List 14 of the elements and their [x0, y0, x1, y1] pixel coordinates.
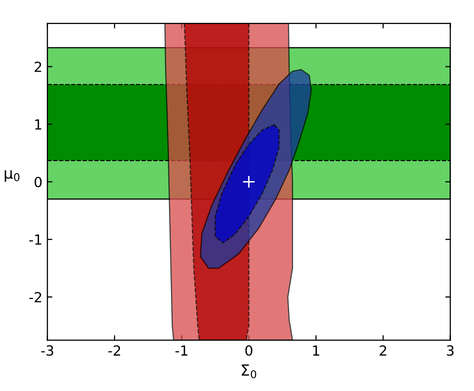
x-tick-label: 2 [380, 345, 386, 356]
x-tick-label: -1 [175, 345, 188, 356]
x-tick-label: 3 [446, 345, 454, 356]
x-tick-label: -3 [41, 345, 54, 356]
x-axis-title: Σ$_{0}$ [242, 364, 256, 378]
x-tick-label: -2 [108, 345, 120, 356]
x-tick-label: 0 [245, 345, 252, 356]
y-tick-label: -2 [29, 292, 42, 302]
y-tick-label: 1 [35, 119, 42, 130]
y-tick-label: 0 [34, 176, 42, 188]
y-tick-label: -1 [29, 234, 42, 245]
y-axis-title: μ$_{0}$ [4, 170, 20, 182]
y-tick-label: 2 [34, 62, 42, 72]
x-tick-label: 1 [313, 345, 320, 356]
